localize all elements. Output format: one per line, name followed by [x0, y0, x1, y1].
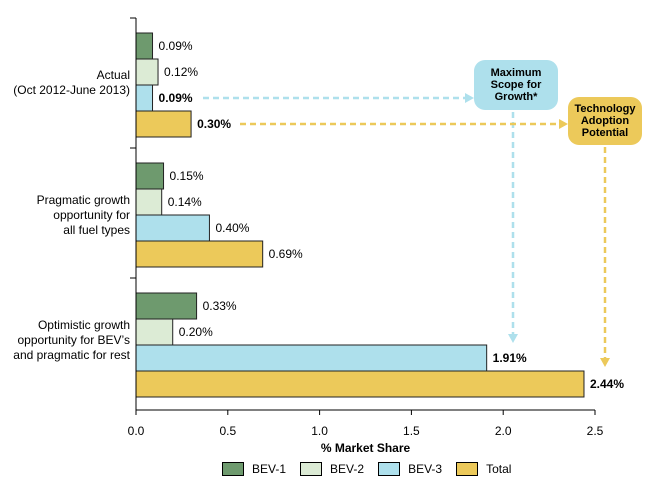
bar-total [135, 370, 585, 398]
legend-item-bev3: BEV-3 [378, 462, 442, 476]
bar-bev-2 [135, 58, 159, 86]
data-label: 0.09% [159, 91, 193, 105]
data-label: 0.14% [168, 195, 202, 209]
arrowhead-bev3-to-callout [465, 93, 474, 103]
category-label-line: Actual [96, 68, 130, 82]
data-label: 0.09% [159, 39, 193, 53]
bar-bev-2 [135, 318, 174, 346]
legend-swatch [456, 462, 479, 476]
x-axis-title: % Market Share [321, 441, 411, 455]
bar-bev-3 [135, 84, 154, 112]
legend-label: BEV-1 [252, 462, 287, 476]
x-tick-label: 1.0 [311, 424, 328, 438]
callout-line: Technology [574, 103, 636, 115]
legend-item-bev1: BEV-1 [222, 462, 286, 476]
bar-total [135, 110, 192, 138]
data-label: 0.30% [197, 117, 231, 131]
category-label-line: (Oct 2012-June 2013) [13, 83, 130, 97]
legend-swatch [222, 462, 244, 476]
bar-bev-1 [135, 292, 198, 320]
category-label-actual: Actual (Oct 2012-June 2013) [0, 68, 130, 98]
callout-line: Potential [581, 127, 629, 139]
x-tick-label: 0.5 [219, 424, 236, 438]
callout-line: Maximum [490, 67, 542, 79]
callout-line: Growth* [494, 91, 538, 103]
bar-bev-3 [135, 214, 210, 242]
data-label: 0.12% [164, 65, 198, 79]
callout-line: Adoption [580, 115, 630, 127]
bar-bev-2 [135, 188, 163, 216]
legend: BEV-1 BEV-2 BEV-3 Total [222, 462, 525, 476]
x-tick-label: 2.5 [587, 424, 604, 438]
data-label: 0.40% [215, 221, 249, 235]
x-tick-label: 2.0 [495, 424, 512, 438]
callout-line: Scope for [490, 79, 542, 91]
data-label: 0.33% [203, 299, 237, 313]
legend-label: BEV-3 [408, 462, 443, 476]
category-label-optimistic: Optimistic growth opportunity for BEV’s … [0, 318, 130, 363]
arrowhead-callout-to-optimistic-bev3 [508, 334, 518, 343]
category-label-line: Pragmatic growth [36, 193, 130, 207]
legend-item-total: Total [456, 462, 511, 476]
legend-label: Total [486, 462, 512, 476]
category-label-line: Optimistic growth [37, 318, 130, 332]
data-label: 0.15% [170, 169, 204, 183]
data-label: 1.91% [493, 351, 527, 365]
bar-bev-1 [135, 32, 154, 60]
bar-bev-3 [135, 344, 488, 372]
callout-tech-adoption: Technology Adoption Potential [568, 97, 642, 145]
x-tick-label: 0.0 [128, 424, 145, 438]
data-label: 0.69% [269, 247, 303, 261]
callout-max-scope: Maximum Scope for Growth* [474, 60, 558, 110]
arrowhead-callout-to-optimistic-total [600, 358, 610, 367]
legend-swatch [300, 462, 323, 476]
legend-swatch [378, 462, 401, 476]
category-label-line: all fuel types [63, 223, 130, 237]
category-label-pragmatic: Pragmatic growth opportunity for all fue… [0, 193, 130, 238]
category-label-line: and pragmatic for rest [13, 348, 130, 362]
category-label-line: opportunity for BEV’s [17, 333, 130, 347]
legend-item-bev2: BEV-2 [300, 462, 364, 476]
legend-label: BEV-2 [330, 462, 365, 476]
category-label-line: opportunity for [53, 208, 130, 222]
x-tick-label: 1.5 [403, 424, 420, 438]
data-label: 2.44% [590, 377, 624, 391]
data-label: 0.20% [179, 325, 213, 339]
bar-bev-1 [135, 162, 165, 190]
arrowhead-total-to-callout [559, 119, 568, 129]
bar-total [135, 240, 264, 268]
